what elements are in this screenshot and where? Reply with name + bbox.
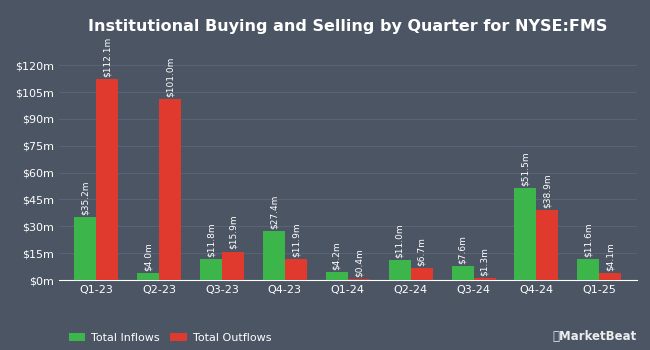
Text: $11.8m: $11.8m [207, 222, 216, 257]
Text: $0.4m: $0.4m [354, 248, 363, 277]
Text: $7.6m: $7.6m [458, 236, 467, 264]
Bar [514, 188, 536, 280]
Bar [96, 79, 118, 280]
Legend: Total Inflows, Total Outflows: Total Inflows, Total Outflows [64, 328, 276, 347]
Text: $11.9m: $11.9m [291, 222, 300, 257]
Bar [263, 231, 285, 280]
Title: Institutional Buying and Selling by Quarter for NYSE:FMS: Institutional Buying and Selling by Quar… [88, 19, 608, 34]
Bar [577, 259, 599, 280]
Text: $101.0m: $101.0m [166, 57, 175, 97]
Bar [137, 273, 159, 280]
Bar [411, 268, 433, 280]
Bar [200, 259, 222, 280]
Text: ⼟MarketBeat: ⼟MarketBeat [552, 330, 637, 343]
Text: $4.2m: $4.2m [332, 242, 341, 270]
Bar [452, 266, 473, 280]
Text: $11.0m: $11.0m [395, 224, 404, 258]
Bar [74, 217, 96, 280]
Text: $6.7m: $6.7m [417, 237, 426, 266]
Text: $27.4m: $27.4m [269, 195, 278, 229]
Text: $35.2m: $35.2m [81, 180, 90, 215]
Text: $38.9m: $38.9m [543, 174, 552, 208]
Text: $4.1m: $4.1m [606, 242, 615, 271]
Bar [599, 273, 621, 280]
Bar [326, 273, 348, 280]
Bar [285, 259, 307, 280]
Bar [536, 210, 558, 280]
Text: $112.1m: $112.1m [103, 37, 112, 77]
Bar [348, 279, 370, 280]
Bar [389, 260, 411, 280]
Bar [473, 278, 495, 280]
Bar [222, 252, 244, 280]
Text: $1.3m: $1.3m [480, 247, 489, 275]
Text: $51.5m: $51.5m [521, 151, 530, 186]
Text: $11.6m: $11.6m [584, 223, 593, 257]
Text: $4.0m: $4.0m [144, 242, 153, 271]
Text: $15.9m: $15.9m [229, 215, 237, 250]
Bar [159, 99, 181, 280]
